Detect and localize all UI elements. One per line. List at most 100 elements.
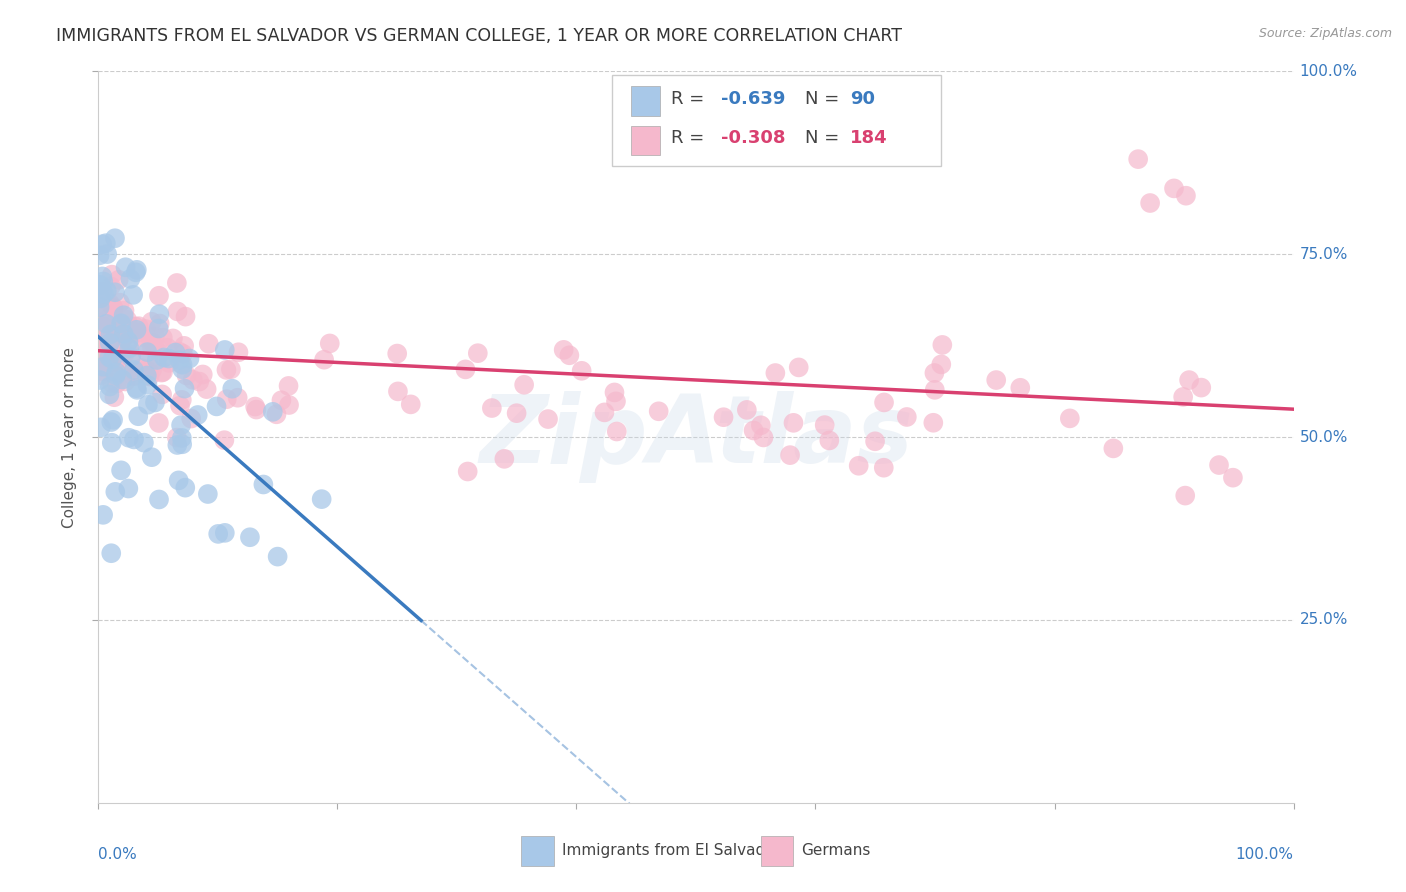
- Point: [166, 438, 188, 452]
- Point: [148, 289, 170, 303]
- Point: [197, 336, 219, 351]
- Point: [110, 322, 132, 336]
- Point: [207, 527, 229, 541]
- Point: [120, 323, 142, 337]
- Point: [120, 348, 142, 362]
- Point: [252, 477, 274, 491]
- Point: [170, 357, 193, 371]
- Point: [93, 331, 115, 345]
- Point: [96, 345, 118, 359]
- Point: [120, 272, 142, 286]
- Point: [814, 418, 837, 433]
- Point: [148, 307, 170, 321]
- Point: [505, 406, 527, 420]
- Point: [94, 331, 117, 345]
- Point: [108, 336, 131, 351]
- Point: [197, 487, 219, 501]
- Point: [929, 358, 952, 372]
- Text: Germans: Germans: [801, 843, 870, 858]
- Point: [148, 416, 170, 430]
- Point: [127, 326, 149, 340]
- Text: -0.639: -0.639: [721, 90, 786, 108]
- Point: [787, 360, 810, 375]
- Point: [101, 343, 124, 358]
- Point: [122, 288, 145, 302]
- Point: [98, 379, 121, 393]
- Point: [214, 433, 236, 447]
- Point: [117, 482, 139, 496]
- Point: [1189, 381, 1212, 395]
- Point: [735, 403, 758, 417]
- Point: [239, 530, 262, 544]
- Point: [101, 300, 124, 314]
- Point: [104, 365, 127, 379]
- Point: [104, 285, 127, 300]
- Point: [98, 336, 121, 351]
- Point: [1102, 442, 1125, 456]
- Point: [1173, 390, 1195, 404]
- FancyBboxPatch shape: [613, 75, 941, 167]
- Point: [138, 352, 160, 367]
- Point: [104, 363, 127, 377]
- Point: [149, 346, 172, 360]
- Point: [166, 276, 188, 290]
- Point: [127, 409, 149, 424]
- Point: [89, 368, 111, 383]
- Point: [277, 379, 299, 393]
- Point: [93, 334, 115, 349]
- Point: [125, 383, 148, 397]
- Point: [135, 368, 157, 383]
- Point: [157, 356, 180, 370]
- Point: [100, 327, 122, 342]
- Point: [91, 359, 114, 374]
- Point: [125, 381, 148, 395]
- Point: [172, 362, 194, 376]
- Point: [148, 492, 170, 507]
- Point: [149, 317, 172, 331]
- Point: [150, 366, 173, 380]
- Point: [311, 492, 333, 507]
- Point: [169, 399, 191, 413]
- FancyBboxPatch shape: [631, 87, 661, 116]
- Point: [603, 385, 626, 400]
- Point: [108, 295, 131, 310]
- Point: [219, 362, 242, 376]
- Point: [205, 400, 228, 414]
- Point: [215, 363, 238, 377]
- Point: [537, 412, 560, 426]
- Point: [150, 387, 173, 401]
- Text: 184: 184: [851, 129, 887, 147]
- Point: [167, 344, 190, 359]
- Point: [818, 434, 841, 448]
- Point: [848, 458, 870, 473]
- Point: [513, 377, 536, 392]
- Point: [89, 354, 111, 368]
- Point: [103, 302, 125, 317]
- Point: [141, 450, 163, 465]
- Point: [481, 401, 503, 415]
- Point: [1174, 489, 1197, 503]
- Point: [214, 525, 236, 540]
- Point: [91, 269, 114, 284]
- Point: [110, 350, 132, 364]
- Point: [90, 289, 112, 303]
- Point: [129, 330, 152, 344]
- Point: [553, 343, 575, 357]
- Point: [108, 328, 131, 343]
- Point: [752, 430, 775, 444]
- Point: [93, 333, 115, 347]
- Point: [143, 336, 166, 351]
- Point: [986, 373, 1008, 387]
- Y-axis label: College, 1 year or more: College, 1 year or more: [62, 347, 77, 527]
- Point: [136, 345, 159, 359]
- Point: [1128, 152, 1150, 166]
- Point: [143, 395, 166, 409]
- Point: [118, 318, 141, 333]
- Point: [117, 339, 139, 353]
- Text: 75.0%: 75.0%: [1299, 247, 1348, 261]
- Point: [93, 314, 115, 328]
- Point: [101, 352, 124, 367]
- Point: [108, 315, 131, 329]
- Point: [89, 277, 111, 292]
- Point: [125, 265, 148, 279]
